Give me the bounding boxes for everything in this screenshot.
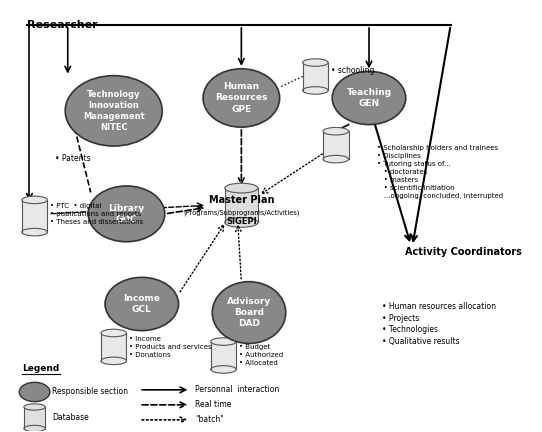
Text: Technology
Innovation
Management
NITEC: Technology Innovation Management NITEC	[83, 90, 145, 132]
Ellipse shape	[225, 218, 258, 227]
Ellipse shape	[101, 357, 126, 365]
Text: Researcher: Researcher	[27, 20, 98, 30]
Ellipse shape	[323, 127, 349, 135]
Text: SIGEPI: SIGEPI	[226, 217, 257, 226]
Ellipse shape	[24, 426, 46, 432]
Ellipse shape	[323, 156, 349, 163]
Text: Real time: Real time	[196, 400, 232, 410]
FancyBboxPatch shape	[323, 131, 349, 159]
Ellipse shape	[22, 196, 47, 203]
FancyBboxPatch shape	[101, 333, 126, 361]
FancyBboxPatch shape	[22, 200, 47, 232]
Ellipse shape	[20, 382, 50, 402]
Text: Master Plan: Master Plan	[209, 195, 274, 205]
Text: Income
GCL: Income GCL	[124, 294, 160, 314]
Text: • PTC  • digital
• publications and reports
• Theses and dissertations: • PTC • digital • publications and repor…	[50, 203, 143, 225]
Text: Library
GDC: Library GDC	[108, 204, 145, 224]
Ellipse shape	[302, 59, 328, 66]
Text: (Programs/Subprograms/Activities): (Programs/Subprograms/Activities)	[183, 210, 300, 216]
Text: Activity Coordinators: Activity Coordinators	[405, 248, 521, 257]
Text: • Budget
• Authorized
• Allocated: • Budget • Authorized • Allocated	[239, 344, 283, 366]
Ellipse shape	[22, 229, 47, 236]
Ellipse shape	[212, 282, 286, 343]
Ellipse shape	[211, 338, 236, 345]
FancyBboxPatch shape	[302, 63, 328, 90]
Text: Advisory
Board
DAD: Advisory Board DAD	[227, 297, 271, 328]
Ellipse shape	[24, 404, 46, 410]
Ellipse shape	[302, 87, 328, 94]
Text: • Income
• Products and services
• Donations: • Income • Products and services • Donat…	[129, 336, 212, 358]
Ellipse shape	[225, 183, 258, 193]
Text: Database: Database	[53, 413, 89, 422]
FancyBboxPatch shape	[225, 188, 258, 222]
Text: Responsible section: Responsible section	[53, 388, 128, 397]
Text: Legend: Legend	[22, 364, 59, 373]
Ellipse shape	[101, 329, 126, 337]
Text: "batch": "batch"	[196, 416, 224, 424]
Ellipse shape	[332, 71, 406, 124]
Ellipse shape	[88, 186, 165, 242]
Text: • Human resources allocation
• Projects
• Technologies
• Qualitative results: • Human resources allocation • Projects …	[382, 302, 496, 346]
Ellipse shape	[203, 69, 280, 127]
Text: Human
Resources
GPE: Human Resources GPE	[215, 83, 268, 114]
FancyBboxPatch shape	[24, 407, 46, 429]
Ellipse shape	[105, 277, 178, 330]
Ellipse shape	[211, 366, 236, 373]
Text: • Patents: • Patents	[55, 153, 91, 162]
Text: Teaching
GEN: Teaching GEN	[346, 88, 391, 108]
Ellipse shape	[65, 76, 162, 146]
Text: • Scholarship holders and trainees
• Disciplines
• Tutoring status of...
   • do: • Scholarship holders and trainees • Dis…	[377, 145, 503, 199]
Text: • schooling: • schooling	[331, 66, 374, 75]
FancyBboxPatch shape	[211, 342, 236, 369]
Text: Personnal  interaction: Personnal interaction	[196, 385, 280, 394]
